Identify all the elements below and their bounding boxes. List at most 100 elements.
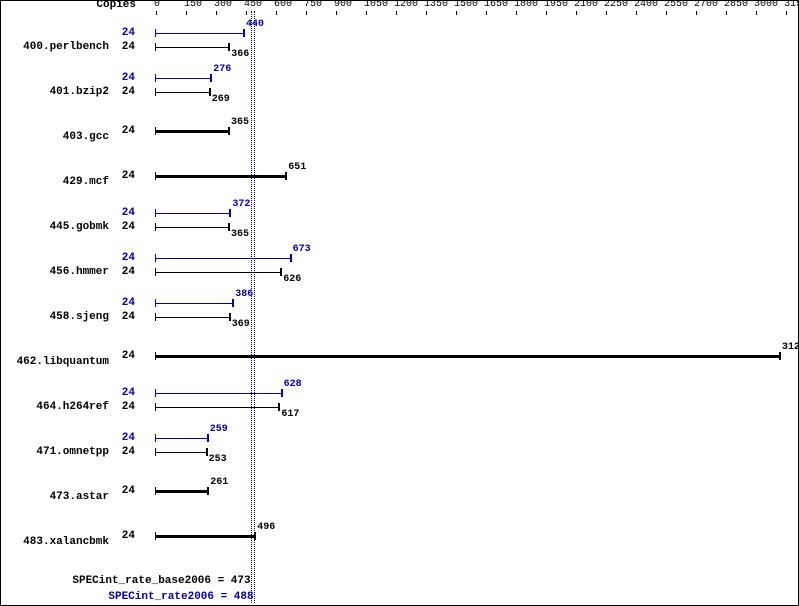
axis-tick-label: 600: [274, 0, 292, 10]
bar-value: 259: [210, 424, 228, 435]
benchmark-name: 464.h264ref: [1, 401, 109, 413]
bar-end-cap: [243, 29, 245, 37]
benchmark-name: 400.perlbench: [1, 41, 109, 53]
copies-value: 24: [111, 72, 135, 84]
bar-end-cap: [228, 223, 230, 231]
benchmark-name: 458.sjeng: [1, 311, 109, 323]
benchmark-name: 445.gobmk: [1, 221, 109, 233]
axis-tick: [726, 11, 727, 15]
bar: [156, 258, 291, 259]
copies-value: 24: [111, 41, 135, 53]
axis-tick: [696, 11, 697, 15]
bar: [156, 175, 286, 178]
bar-end-cap: [210, 74, 212, 82]
bar: [156, 452, 207, 453]
copies-value: 24: [111, 86, 135, 98]
copies-value: 24: [111, 387, 135, 399]
copies-value: 24: [111, 350, 135, 362]
axis-tick-label: 3150: [784, 0, 799, 10]
axis-tick: [576, 11, 577, 15]
bar: [156, 317, 230, 318]
bar-end-cap: [229, 209, 231, 217]
bar-end-cap: [232, 299, 234, 307]
axis-tick: [276, 11, 277, 15]
benchmark-name: 473.astar: [1, 491, 109, 503]
benchmark-name: 401.bzip2: [1, 86, 109, 98]
axis-tick-label: 900: [334, 0, 352, 10]
axis-tick-label: 450: [244, 0, 262, 10]
benchmark-name: 483.xalancbmk: [1, 536, 109, 548]
bar-value: 365: [231, 117, 249, 128]
axis-tick: [246, 11, 247, 15]
axis-tick-label: 150: [184, 0, 202, 10]
axis-tick-label: 0: [154, 0, 160, 10]
bar: [156, 438, 208, 439]
axis-tick-label: 1350: [424, 0, 448, 10]
bar: [156, 47, 229, 48]
axis-tick: [216, 11, 217, 15]
bar-value: 261: [210, 477, 228, 488]
axis-tick-label: 300: [214, 0, 232, 10]
bar-end-cap: [280, 268, 282, 276]
copies-value: 24: [111, 485, 135, 497]
copies-value: 24: [111, 27, 135, 39]
bar-end-cap: [206, 448, 208, 456]
axis-tick-label: 2550: [664, 0, 688, 10]
benchmark-name: 403.gcc: [1, 131, 109, 143]
copies-value: 24: [111, 297, 135, 309]
axis-tick-label: 1500: [454, 0, 478, 10]
bar-value: 3120: [782, 342, 799, 353]
bar-value: 366: [231, 49, 249, 60]
reference-line: [251, 11, 252, 603]
axis-tick: [546, 11, 547, 15]
bar-value: 365: [231, 229, 249, 240]
axis-tick-label: 1950: [544, 0, 568, 10]
bar-end-cap: [281, 389, 283, 397]
bar: [156, 393, 282, 394]
copies-value: 24: [111, 221, 135, 233]
bar-end-cap: [228, 43, 230, 51]
benchmark-name: 462.libquantum: [1, 356, 109, 368]
reference-line: [254, 11, 255, 603]
axis-tick-label: 1050: [364, 0, 388, 10]
benchmark-name: 471.omnetpp: [1, 446, 109, 458]
bar-end-cap: [228, 127, 230, 135]
axis-tick-label: 3000: [754, 0, 778, 10]
bar: [156, 535, 255, 538]
axis-tick: [336, 11, 337, 15]
copies-value: 24: [111, 207, 135, 219]
bar-value: 372: [232, 199, 250, 210]
bar: [156, 213, 230, 214]
axis-tick: [426, 11, 427, 15]
bar-end-cap: [254, 532, 256, 540]
summary-peak: SPECint_rate2006 = 488: [108, 591, 253, 603]
bar-value: 269: [212, 94, 230, 105]
bar-value: 386: [235, 289, 253, 300]
bar-value: 369: [232, 319, 250, 330]
copies-value: 24: [111, 266, 135, 278]
axis-tick: [636, 11, 637, 15]
bar: [156, 303, 233, 304]
axis-tick: [606, 11, 607, 15]
bar: [156, 130, 229, 133]
bar: [156, 78, 211, 79]
axis-tick: [456, 11, 457, 15]
axis-tick-label: 1200: [394, 0, 418, 10]
copies-value: 24: [111, 170, 135, 182]
axis-tick: [366, 11, 367, 15]
axis-tick-label: 1650: [484, 0, 508, 10]
bar-end-cap: [209, 88, 211, 96]
copies-value: 24: [111, 125, 135, 137]
copies-value: 24: [111, 432, 135, 444]
axis-tick: [756, 11, 757, 15]
bar-end-cap: [285, 172, 287, 180]
axis-tick-label: 2700: [694, 0, 718, 10]
bar-value: 626: [283, 274, 301, 285]
bar-value: 628: [284, 379, 302, 390]
bar-end-cap: [278, 403, 280, 411]
benchmark-chart: 0150300450600750900105012001350150016501…: [0, 0, 799, 606]
benchmark-name: 429.mcf: [1, 176, 109, 188]
bar: [156, 355, 780, 358]
bar-value: 651: [288, 162, 306, 173]
axis-tick-label: 2850: [724, 0, 748, 10]
